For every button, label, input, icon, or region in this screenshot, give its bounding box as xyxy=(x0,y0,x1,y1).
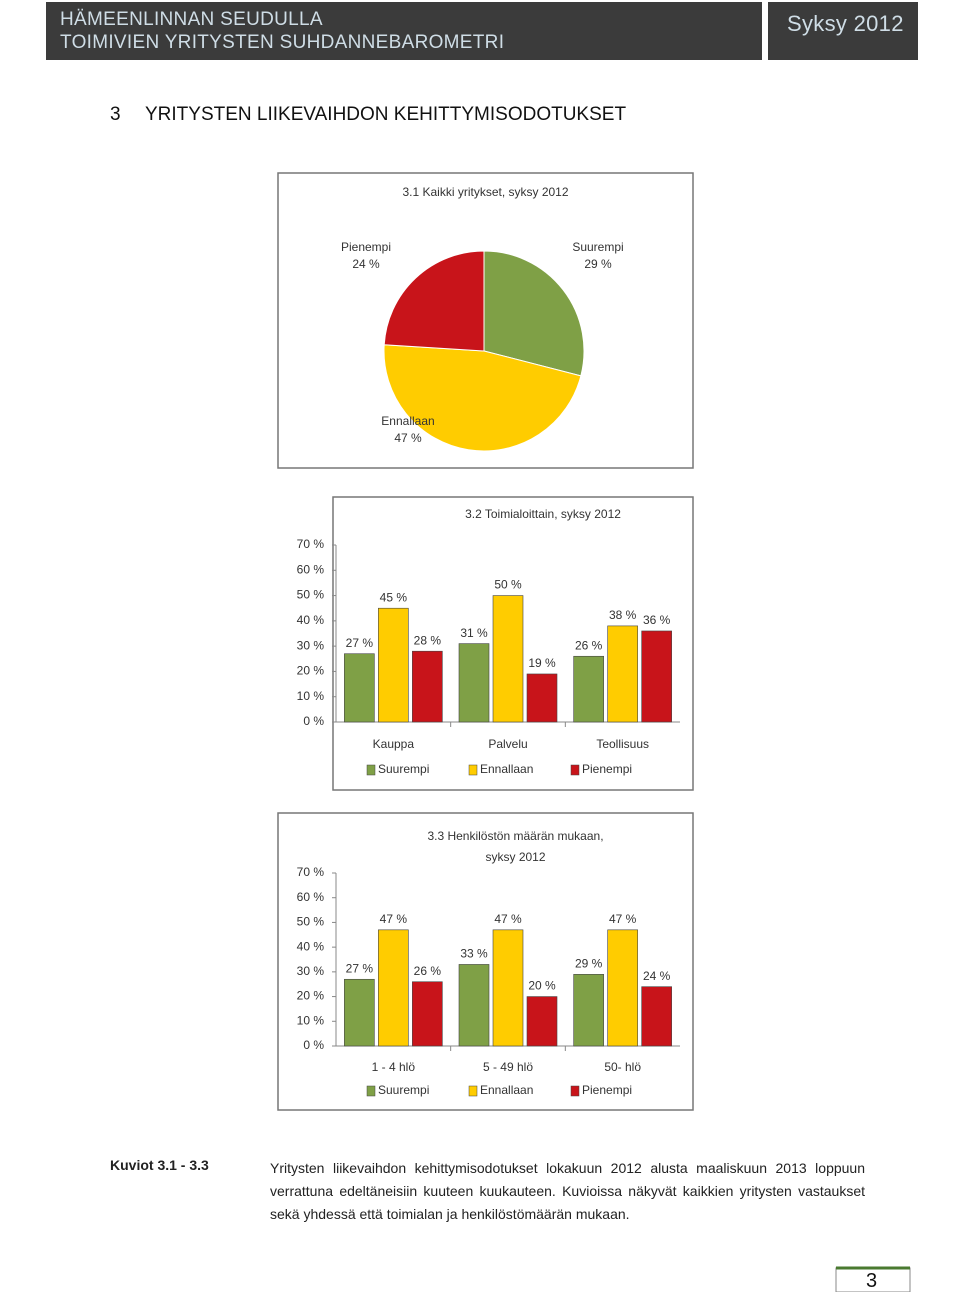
bar xyxy=(641,986,672,1047)
bar-value-label: 26 % xyxy=(414,964,442,978)
y-tick-label: 30 % xyxy=(297,964,325,978)
legend-label: Pienempi xyxy=(582,762,632,776)
bar xyxy=(607,625,638,723)
bar-value-label: 38 % xyxy=(609,608,637,622)
bar-value-label: 50 % xyxy=(494,578,522,592)
chart-title: 3.3 Henkilöstön määrän mukaan, xyxy=(427,829,603,843)
x-tick-label: Teollisuus xyxy=(596,737,649,751)
bar-value-label: 47 % xyxy=(380,912,408,926)
header-season-box xyxy=(768,2,918,60)
legend-label: Pienempi xyxy=(582,1083,632,1097)
caption-label: Kuviot 3.1 - 3.3 xyxy=(110,1157,209,1173)
y-tick-label: 30 % xyxy=(297,638,325,652)
pie-label-value: 24 % xyxy=(352,257,380,271)
legend-label: Suurempi xyxy=(378,762,429,776)
y-tick-label: 70 % xyxy=(297,865,325,879)
bar xyxy=(412,650,443,723)
header-title-1: HÄMEENLINNAN SEUDULLA xyxy=(60,9,323,30)
y-tick-label: 70 % xyxy=(297,537,325,551)
y-tick-label: 10 % xyxy=(297,1013,325,1027)
y-tick-label: 0 % xyxy=(303,714,324,728)
bar-value-label: 27 % xyxy=(346,961,374,975)
bar-value-label: 33 % xyxy=(460,947,488,961)
bar xyxy=(412,981,443,1047)
section-number: 3 xyxy=(110,104,121,125)
y-tick-label: 20 % xyxy=(297,989,325,1003)
bar-value-label: 27 % xyxy=(346,636,374,650)
bar xyxy=(492,929,524,1047)
y-tick-label: 50 % xyxy=(297,588,325,602)
bar xyxy=(458,643,490,723)
legend-swatch xyxy=(570,1085,580,1097)
chart-title: 3.2 Toimialoittain, syksy 2012 xyxy=(465,507,621,521)
bar-value-label: 31 % xyxy=(460,626,488,640)
x-tick-label: Palvelu xyxy=(488,737,527,751)
bar-value-label: 19 % xyxy=(528,656,556,670)
bar xyxy=(641,630,672,723)
bar xyxy=(378,607,409,723)
pie-label-value: 29 % xyxy=(584,257,612,271)
pie-label-category: Suurempi xyxy=(572,240,623,254)
pie-label-category: Ennallaan xyxy=(381,414,434,428)
pie-slice xyxy=(383,250,485,352)
bar-value-label: 28 % xyxy=(414,633,442,647)
bar-value-label: 24 % xyxy=(643,969,671,983)
bar xyxy=(526,673,558,723)
bar-value-label: 29 % xyxy=(575,957,603,971)
bar xyxy=(344,978,375,1047)
legend-label: Ennallaan xyxy=(480,762,533,776)
bar-value-label: 47 % xyxy=(609,912,637,926)
legend-label: Suurempi xyxy=(378,1083,429,1097)
bar xyxy=(526,996,558,1047)
bar-value-label: 47 % xyxy=(494,912,522,926)
header-title-2: TOIMIVIEN YRITYSTEN SUHDANNEBAROMETRI xyxy=(60,32,505,53)
page-number: 3 xyxy=(866,1270,878,1292)
legend-label: Ennallaan xyxy=(480,1083,533,1097)
pie-slice xyxy=(383,344,582,452)
legend-swatch xyxy=(366,1085,376,1097)
chart-title: 3.1 Kaikki yritykset, syksy 2012 xyxy=(402,185,568,199)
bar xyxy=(492,595,524,723)
chart-title: syksy 2012 xyxy=(485,850,545,864)
x-tick-label: 5 - 49 hlö xyxy=(483,1060,533,1074)
y-tick-label: 40 % xyxy=(297,939,325,953)
legend-swatch xyxy=(468,1085,478,1097)
y-tick-label: 10 % xyxy=(297,689,325,703)
bar xyxy=(573,974,604,1047)
x-tick-label: Kauppa xyxy=(373,737,415,751)
y-tick-label: 50 % xyxy=(297,915,325,929)
y-tick-label: 60 % xyxy=(297,890,325,904)
bar-value-label: 45 % xyxy=(380,590,408,604)
legend-swatch xyxy=(570,764,580,776)
bar xyxy=(573,655,604,723)
header-season: Syksy 2012 xyxy=(787,11,904,36)
legend-swatch xyxy=(366,764,376,776)
y-tick-label: 20 % xyxy=(297,664,325,678)
bar-value-label: 36 % xyxy=(643,613,671,627)
y-tick-label: 60 % xyxy=(297,562,325,576)
pie-slice xyxy=(483,250,585,377)
header-bar xyxy=(46,2,762,60)
legend-swatch xyxy=(468,764,478,776)
pie-label-value: 47 % xyxy=(394,431,422,445)
y-tick-label: 40 % xyxy=(297,613,325,627)
section-title: YRITYSTEN LIIKEVAIHDON KEHITTYMISODOTUKS… xyxy=(145,104,627,125)
bar xyxy=(378,929,409,1047)
bar xyxy=(458,964,490,1047)
bar xyxy=(607,929,638,1047)
bar-value-label: 26 % xyxy=(575,638,603,652)
x-tick-label: 50- hlö xyxy=(604,1060,641,1074)
caption-text: Yritysten liikevaihdon kehittymisodotuks… xyxy=(270,1160,865,1222)
x-tick-label: 1 - 4 hlö xyxy=(372,1060,416,1074)
bar xyxy=(344,653,375,723)
pie-label-category: Pienempi xyxy=(341,240,391,254)
bar-value-label: 20 % xyxy=(528,979,556,993)
y-tick-label: 0 % xyxy=(303,1038,324,1052)
